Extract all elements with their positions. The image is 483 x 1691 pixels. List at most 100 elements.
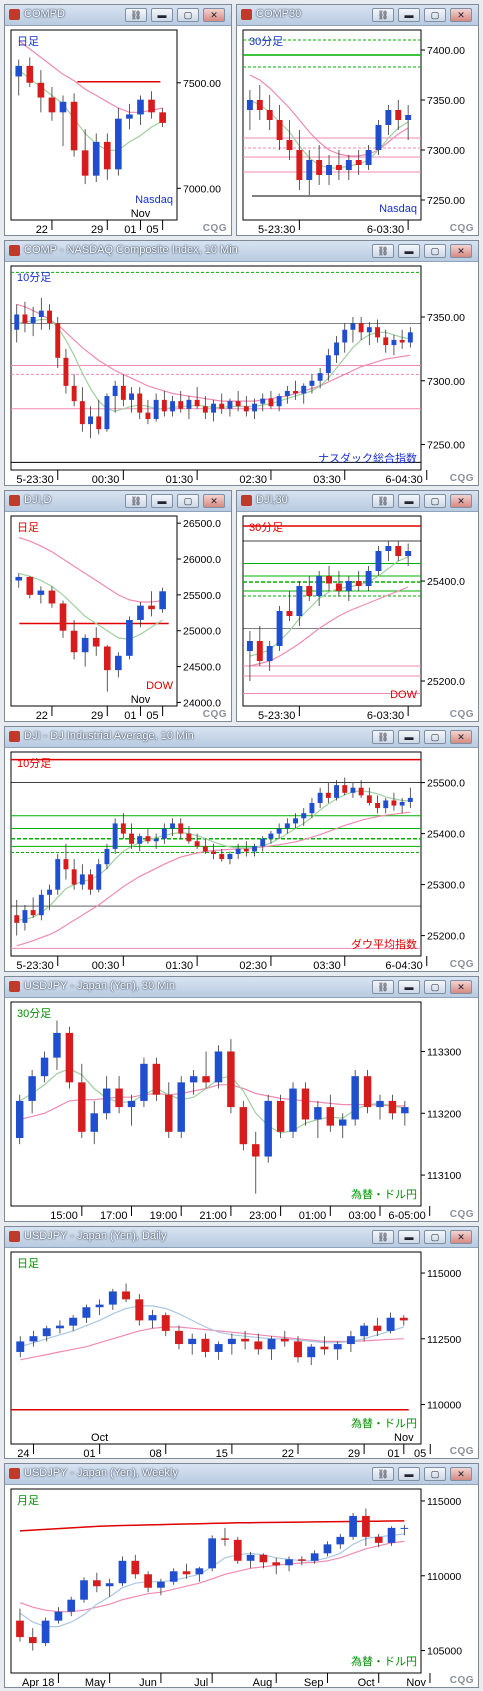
window-titlebar[interactable]: USDJPY - Japan (Yen), 30 Min ⛓ ▬ ▢ ✕ [5,977,478,998]
close-button[interactable]: ✕ [450,8,472,22]
maximize-button[interactable]: ▢ [424,730,446,744]
maximize-button[interactable]: ▢ [424,244,446,258]
candle-body [152,1063,161,1095]
window-title: USDJPY - Japan (Yen), Daily [24,1230,167,1242]
candle-body [293,818,298,824]
link-icon[interactable]: ⛓ [372,1230,394,1244]
x-tick-label: 01 [124,224,136,236]
window-titlebar[interactable]: DJI,D ⛓ ▬ ▢ ✕ [5,491,231,512]
x-tick-label: 02:30 [239,960,267,972]
close-button[interactable]: ✕ [450,244,472,258]
cqg-logo: CQG [449,1209,474,1220]
close-button[interactable]: ✕ [450,1467,472,1481]
window-title: DJI - DJ Industrial Average, 10 Min [24,730,194,742]
close-button[interactable]: ✕ [203,494,225,508]
maximize-button[interactable]: ▢ [424,1230,446,1244]
candle-body [405,115,412,120]
candle-body [202,846,208,852]
candle-body [15,65,23,77]
chart-app-icon [9,1231,20,1242]
candle-body [202,406,208,413]
candle-body [375,327,380,338]
chart-window-w7: USDJPY - Japan (Yen), 30 Min ⛓ ▬ ▢ ✕ 113300 11… [4,976,479,1222]
moving-average-line [249,556,409,657]
minimize-button[interactable]: ▬ [398,980,420,994]
candle-body [69,1317,78,1326]
candle-body [375,551,382,571]
chart-app-icon [241,9,252,20]
window-titlebar[interactable]: DJI,30 ⛓ ▬ ▢ ✕ [237,491,478,512]
candle-body [219,854,225,860]
candle-body [276,120,283,140]
link-icon[interactable]: ⛓ [372,980,394,994]
close-button[interactable]: ✕ [450,980,472,994]
candle-body [334,342,339,356]
link-icon[interactable]: ⛓ [372,494,394,508]
candle-body [358,787,364,796]
close-button[interactable]: ✕ [450,494,472,508]
minimize-button[interactable]: ▬ [398,8,420,22]
minimize-button[interactable]: ▬ [398,494,420,508]
period-label: 10分足 [17,271,51,284]
minimize-button[interactable]: ▬ [398,1230,420,1244]
window-titlebar[interactable]: DJI - DJ Industrial Average, 10 Min ⛓ ▬ ▢ ✕ [5,727,478,748]
candle-body [88,874,93,890]
window-titlebar[interactable]: COMP30 ⛓ ▬ ▢ ✕ [237,5,478,26]
candle-body [385,110,392,125]
minimize-button[interactable]: ▬ [151,494,173,508]
x-tick-label: 23:00 [249,1210,277,1222]
window-titlebar[interactable]: USDJPY - Japan (Yen), Weekly ⛓ ▬ ▢ ✕ [5,1464,478,1485]
minimize-button[interactable]: ▬ [398,244,420,258]
chart-app-icon [9,731,20,742]
window-titlebar[interactable]: COMP - NASDAQ Composite Index, 10 Min ⛓ ▬ ▢… [5,241,478,262]
link-icon[interactable]: ⛓ [372,1467,394,1481]
chart-window-w8: USDJPY - Japan (Yen), Daily ⛓ ▬ ▢ ✕ 115000 112… [4,1226,479,1459]
maximize-button[interactable]: ▢ [424,980,446,994]
link-icon[interactable]: ⛓ [372,244,394,258]
x-tick-label: Jun [139,1677,157,1688]
candle-body [326,1107,335,1126]
close-button[interactable]: ✕ [450,1230,472,1244]
candle-body [342,329,348,343]
candle-body [137,99,144,115]
minimize-button[interactable]: ▬ [398,1467,420,1481]
window-title: COMP - NASDAQ Composite Index, 10 Min [24,244,238,256]
candle-body [112,823,118,849]
candle-body [148,1315,157,1321]
x-tick-label: 08 [149,1448,161,1459]
maximize-button[interactable]: ▢ [424,1467,446,1481]
link-icon[interactable]: ⛓ [125,494,147,508]
candle-body [214,1051,223,1083]
cqg-logo: CQG [449,709,474,720]
link-icon[interactable]: ⛓ [125,8,147,22]
candle-body [276,611,283,646]
minimize-button[interactable]: ▬ [151,8,173,22]
period-label: 30分足 [249,521,283,534]
candle-body [316,160,323,175]
y-tick-label: 7500.00 [183,78,221,90]
maximize-button[interactable]: ▢ [177,494,199,508]
maximize-button[interactable]: ▢ [424,494,446,508]
candle-body [92,637,100,647]
candle-body [80,1580,88,1600]
candle-body [366,327,372,333]
close-button[interactable]: ✕ [203,8,225,22]
maximize-button[interactable]: ▢ [424,8,446,22]
candle-body [42,1328,51,1337]
candle-body [256,641,263,661]
candle-body [227,1338,236,1345]
window-titlebar[interactable]: COMPD ⛓ ▬ ▢ ✕ [5,5,231,26]
link-icon[interactable]: ⛓ [372,8,394,22]
candle-body [400,1527,409,1529]
candle-body [71,385,77,402]
close-button[interactable]: ✕ [450,730,472,744]
minimize-button[interactable]: ▬ [398,730,420,744]
y-tick-label: 26000.0 [183,554,221,566]
chart-canvas: 26500.0 26000.0 25500.0 25000.0 24500.0 24000… [10,515,221,722]
chart-app-icon [9,9,20,20]
window-titlebar[interactable]: USDJPY - Japan (Yen), Daily ⛓ ▬ ▢ ✕ [5,1227,478,1248]
maximize-button[interactable]: ▢ [177,8,199,22]
link-icon[interactable]: ⛓ [372,730,394,744]
x-tick-label: 29 [91,224,103,236]
candle-body [252,403,257,412]
